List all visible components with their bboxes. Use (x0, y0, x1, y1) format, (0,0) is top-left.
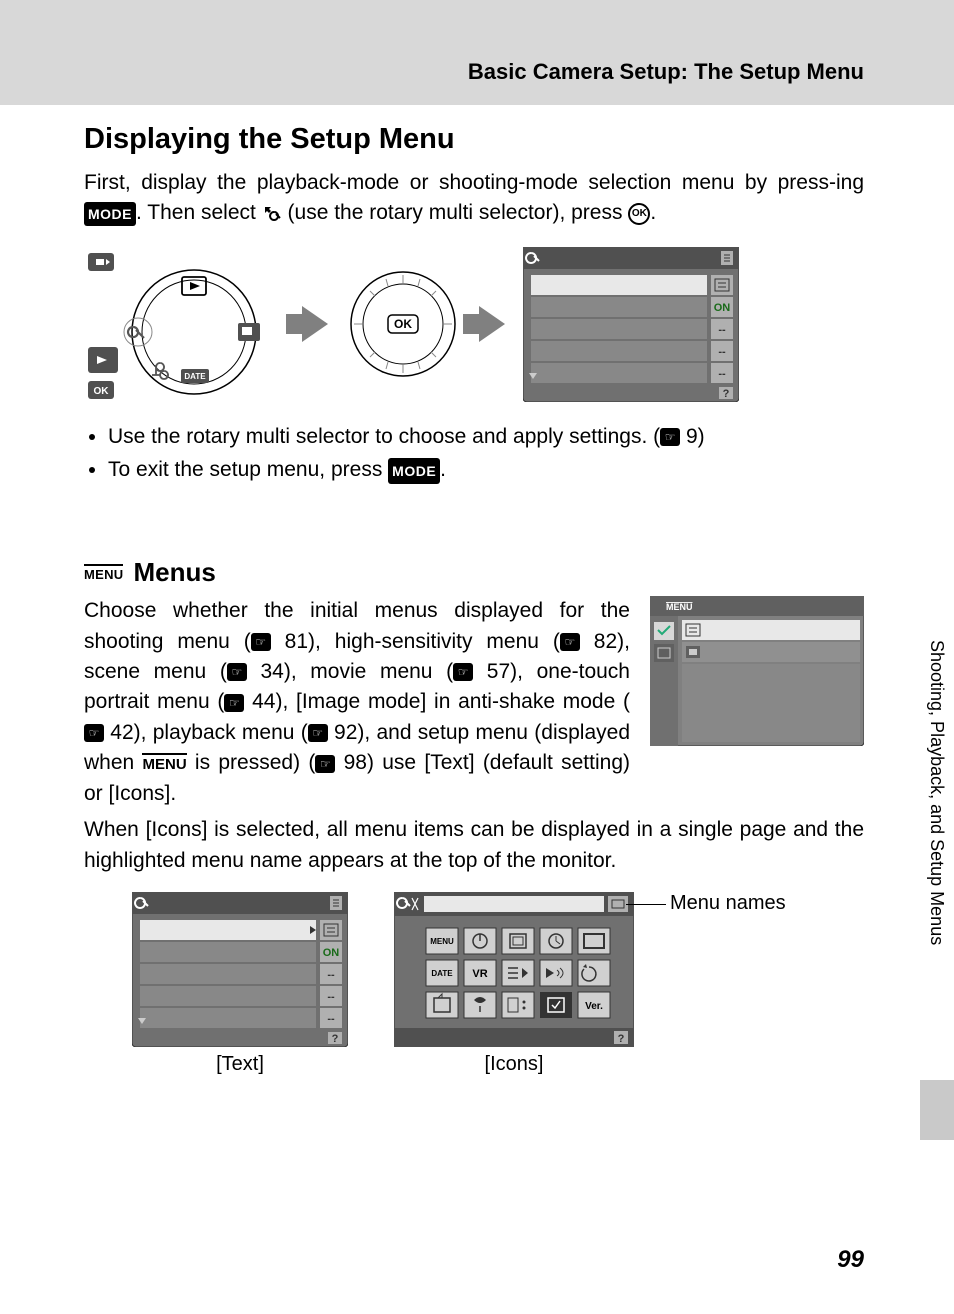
lcd-text-mode-1: ON -- -- -- ? (523, 247, 739, 402)
text-mode-col: ON -- -- -- ? [Text] (132, 892, 348, 1076)
text-mode-label: [Text] (216, 1053, 264, 1076)
menus-row: Choose whether the initial menus display… (84, 596, 864, 809)
ref-icon: ☞ (315, 755, 335, 773)
svg-text:VR: VR (472, 968, 487, 980)
menus-screen-col: MENU (650, 596, 864, 809)
svg-text:OK: OK (394, 317, 412, 331)
page-number: 99 (837, 1246, 864, 1274)
ref-icon: ☞ (453, 663, 473, 681)
page-header: Basic Camera Setup: The Setup Menu (0, 0, 954, 105)
bullet1-b: 9) (680, 425, 705, 448)
svg-text:MENU: MENU (666, 602, 693, 612)
svg-text:--: -- (718, 346, 726, 358)
bullet2-b: . (440, 458, 446, 481)
svg-text:--: -- (327, 969, 335, 981)
page-ref-icon: ☞ (660, 428, 680, 446)
menu-word-icon: MENU (142, 753, 186, 773)
svg-text:DATE: DATE (184, 372, 206, 381)
svg-text:ON: ON (323, 947, 340, 959)
svg-text:?: ? (723, 388, 730, 400)
menus-paragraph-2: When [Icons] is selected, all menu items… (84, 815, 864, 876)
ref-icon: ☞ (560, 633, 580, 651)
lcd-text-mode-2: ON -- -- -- ? (132, 892, 348, 1047)
intro-text-c: (use the rotary multi selector), press (282, 201, 629, 224)
lcd-menus-preview: MENU (650, 596, 864, 746)
lcd-icons-mode: MENU DATE VR Ver. (394, 892, 634, 1047)
p1f: 44), [Image mode] in anti-shake mode ( (244, 690, 630, 713)
intro-text-a: First, display the playback-mode or shoo… (84, 171, 864, 194)
menus-text-col: Choose whether the initial menus display… (84, 596, 630, 809)
p1b: 81), high-sensitivity menu ( (271, 630, 560, 653)
svg-text:--: -- (327, 1013, 335, 1025)
annotation-line (626, 904, 666, 905)
ref-icon: ☞ (227, 663, 247, 681)
svg-text:Ver.: Ver. (585, 1001, 603, 1012)
svg-text:?: ? (332, 1033, 339, 1045)
menus-heading-row: MENU Menus (84, 557, 864, 588)
section-heading-1: Displaying the Setup Menu (84, 123, 864, 156)
ref-icon: ☞ (224, 694, 244, 712)
svg-text:--: -- (327, 991, 335, 1003)
intro-text-b: . Then select (136, 201, 262, 224)
intro-paragraph: First, display the playback-mode or shoo… (84, 168, 864, 229)
menu-badge-icon: MENU (84, 564, 123, 582)
svg-text:OK: OK (94, 386, 110, 397)
mode-selector-wheel: DATE OK (84, 247, 284, 402)
menus-paragraph-1: Choose whether the initial menus display… (84, 596, 630, 809)
bullet-2: To exit the setup menu, press MODE. (108, 453, 864, 487)
icons-mode-col: MENU DATE VR Ver. (394, 892, 634, 1076)
header-title: Basic Camera Setup: The Setup Menu (468, 59, 864, 85)
side-tab-block (920, 1080, 954, 1140)
page-content: Displaying the Setup Menu First, display… (0, 105, 954, 1076)
bullet2-a: To exit the setup menu, press (108, 458, 388, 481)
p1d: 34), movie menu ( (247, 660, 453, 683)
compare-row: ON -- -- -- ? [Text] (132, 892, 864, 1076)
annotation-menu-names: Menu names (670, 892, 786, 915)
ok-button-icon: OK (628, 203, 650, 225)
side-tab-text: Shooting, Playback, and Setup Menus (926, 630, 947, 945)
mode-icon-2: MODE (388, 458, 440, 484)
mode-icon: MODE (84, 202, 136, 226)
arrow-icon-2 (479, 306, 505, 342)
rotary-dial: OK (346, 267, 461, 382)
arrow-icon-1 (302, 306, 328, 342)
ref-icon: ☞ (84, 724, 104, 742)
p1i: is pressed) ( (187, 751, 316, 774)
svg-text:--: -- (718, 368, 726, 380)
svg-text:ON: ON (714, 302, 731, 314)
menus-heading: Menus (133, 557, 215, 588)
svg-text:MENU: MENU (430, 937, 454, 946)
bullet1-a: Use the rotary multi selector to choose … (108, 425, 660, 448)
bullet-1: Use the rotary multi selector to choose … (108, 420, 864, 454)
diagram-row: DATE OK (84, 247, 864, 402)
icons-mode-label: [Icons] (485, 1053, 544, 1076)
ref-icon: ☞ (251, 633, 271, 651)
svg-text:?: ? (618, 1033, 625, 1045)
p1g: 42), playback menu ( (104, 721, 308, 744)
svg-text:--: -- (718, 324, 726, 336)
svg-text:DATE: DATE (431, 969, 453, 978)
side-tab: Shooting, Playback, and Setup Menus (919, 630, 954, 1050)
wrench-cursor-icon (262, 204, 282, 224)
bullet-list: Use the rotary multi selector to choose … (108, 420, 864, 487)
intro-text-d: . (650, 201, 656, 224)
ref-icon: ☞ (308, 724, 328, 742)
